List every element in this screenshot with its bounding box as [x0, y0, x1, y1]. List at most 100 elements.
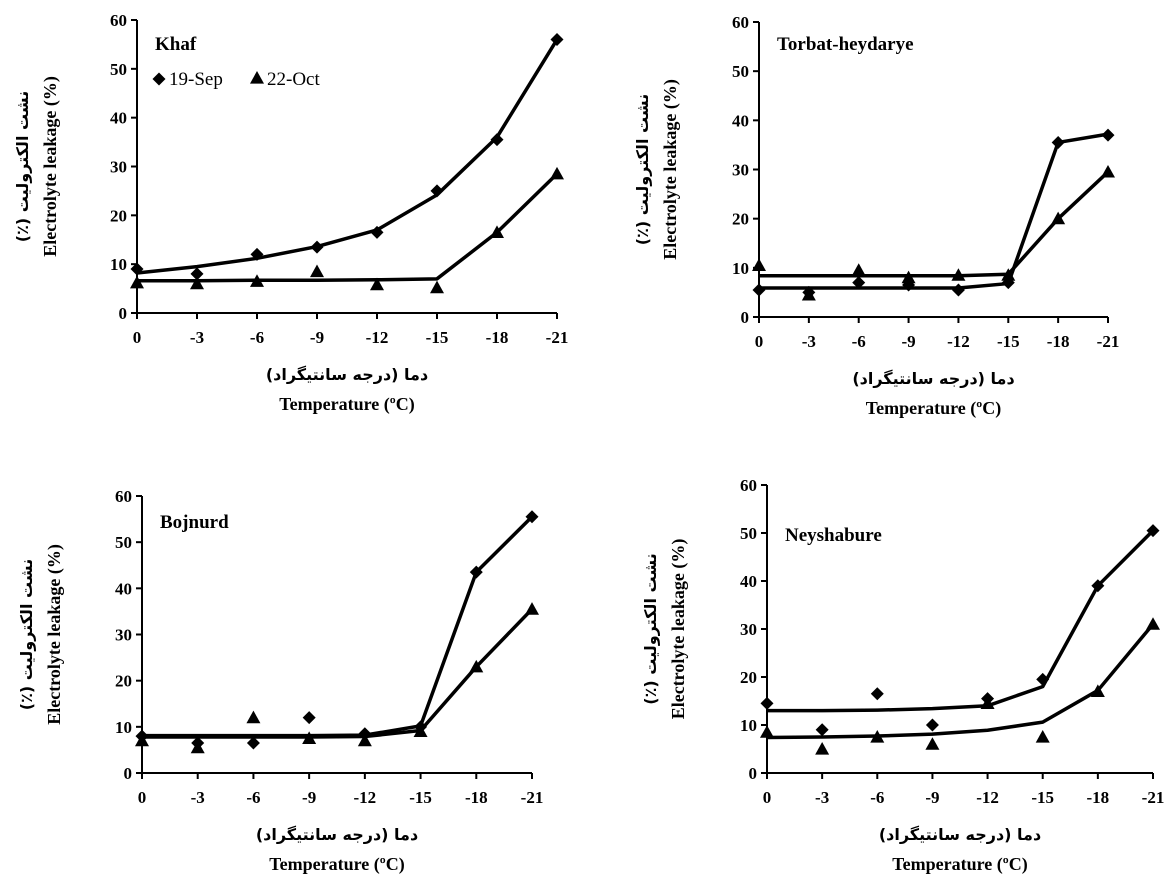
legend-marker-triangle	[250, 71, 264, 84]
y-tick-label: 60	[740, 476, 757, 495]
panel-title: Neyshabure	[785, 525, 882, 546]
data-point-22-Oct	[525, 602, 539, 615]
x-tick-label: -18	[486, 328, 509, 347]
data-point-19-Sep	[469, 565, 483, 579]
data-point-19-Sep	[310, 240, 324, 254]
data-point-19-Sep	[130, 262, 144, 276]
fit-line-22-Oct	[766, 623, 1155, 740]
x-tick-label: -21	[546, 328, 569, 347]
fit-line-19-Sep	[136, 38, 559, 275]
x-tick-label: 0	[755, 332, 764, 351]
data-point-22-Oct	[135, 733, 149, 747]
data-point-22-Oct	[980, 696, 995, 709]
data-point-22-Oct	[1146, 617, 1160, 630]
y-axis-label-en: Electrolyte leakage (%)	[40, 76, 61, 257]
x-axis-label-fa: دما (درجه سانتیگراد)	[266, 365, 428, 384]
y-tick-label: 30	[110, 158, 127, 177]
chart-panel-1: 0 10 20 30 40 50 60 0 -3 -6 -9 -12 -15 -18 -21 Khaf دما …	[13, 11, 568, 415]
x-tick-label: -9	[925, 788, 939, 807]
fit-line-22-Oct	[759, 170, 1110, 278]
x-tick-label: -15	[426, 328, 449, 347]
y-axis-label-en: Electrolyte leakage (%)	[44, 544, 65, 725]
data-point-22-Oct	[246, 710, 261, 724]
y-axis-label-fa: نشت الکترولیت (٪)	[641, 553, 660, 704]
x-tick-label: -12	[976, 788, 999, 807]
x-axis-label-fa: دما (درجه سانتیگراد)	[256, 825, 418, 844]
y-axis-label-fa: نشت الکترولیت (٪)	[633, 94, 652, 245]
y-tick-label: 10	[732, 259, 749, 278]
x-tick-label: -6	[852, 332, 866, 351]
x-axis-label-en: Temperature (ºC)	[892, 854, 1027, 875]
y-axis-label-en: Electrolyte leakage (%)	[660, 79, 681, 260]
y-axis-label-en: Electrolyte leakage (%)	[668, 539, 689, 720]
fit-line-22-Oct	[137, 172, 559, 283]
data-point-22-Oct	[801, 287, 816, 301]
y-tick-label: 10	[115, 718, 132, 737]
data-point-22-Oct	[951, 268, 966, 281]
data-point-19-Sep	[190, 267, 204, 281]
x-tick-label: -6	[250, 328, 264, 347]
x-tick-label: -3	[802, 332, 816, 351]
data-point-22-Oct	[413, 724, 428, 738]
fit-line-19-Sep	[142, 515, 534, 738]
x-axis-label-fa: دما (درجه سانتیگراد)	[852, 369, 1014, 388]
x-tick-label: -3	[815, 788, 829, 807]
data-point-22-Oct	[1035, 730, 1050, 743]
data-point-22-Oct	[430, 280, 444, 294]
data-point-19-Sep	[870, 687, 884, 701]
data-point-22-Oct	[357, 733, 372, 747]
y-tick-label: 50	[740, 524, 757, 543]
data-point-22-Oct	[190, 276, 204, 290]
x-tick-label: -21	[1097, 332, 1120, 351]
legend-marker-diamond	[152, 72, 166, 86]
y-tick-label: 30	[732, 161, 749, 180]
x-tick-label: -9	[901, 332, 915, 351]
x-tick-label: -15	[409, 788, 432, 807]
fit-line-19-Sep	[767, 529, 1155, 713]
y-tick-label: 50	[110, 60, 127, 79]
x-tick-label: 0	[133, 328, 142, 347]
x-axis-label-en: Temperature (ºC)	[866, 398, 1001, 419]
fit-line-22-Oct	[142, 607, 534, 739]
y-tick-label: 50	[115, 533, 132, 552]
y-tick-label: 40	[732, 111, 749, 130]
data-point-22-Oct	[925, 737, 940, 750]
fit-line-19-Sep	[759, 132, 1109, 290]
data-point-22-Oct	[815, 742, 830, 755]
data-point-22-Oct	[1001, 268, 1016, 281]
data-point-19-Sep	[246, 736, 260, 750]
y-tick-label: 0	[119, 304, 128, 323]
data-point-22-Oct	[851, 263, 866, 276]
y-axis-label-fa: نشت الکترولیت (٪)	[17, 559, 36, 710]
data-point-19-Sep	[815, 723, 829, 737]
x-tick-label: -9	[302, 788, 316, 807]
data-point-19-Sep	[490, 133, 504, 147]
y-tick-label: 50	[732, 62, 749, 81]
x-tick-label: -12	[366, 328, 389, 347]
panel-title: Bojnurd	[160, 512, 229, 533]
chart-panel-4: 0 10 20 30 40 50 60 0 -3 -6 -9 -12 -15 -18 -21 Neyshabu…	[641, 476, 1164, 875]
y-tick-label: 0	[741, 308, 750, 327]
x-tick-label: -6	[246, 788, 260, 807]
x-tick-label: -15	[997, 332, 1020, 351]
data-point-22-Oct	[190, 740, 205, 754]
data-point-22-Oct	[901, 270, 916, 284]
y-tick-label: 0	[124, 764, 133, 783]
data-point-19-Sep	[852, 276, 866, 290]
x-axis-label-en: Temperature (ºC)	[269, 854, 404, 875]
data-point-19-Sep	[752, 283, 766, 297]
y-tick-label: 10	[740, 716, 757, 735]
x-axis-label-fa: دما (درجه سانتیگراد)	[879, 825, 1041, 844]
data-point-22-Oct	[1090, 684, 1105, 697]
x-tick-label: 0	[763, 788, 772, 807]
x-tick-label: -3	[191, 788, 205, 807]
data-point-19-Sep	[1091, 579, 1105, 593]
data-point-19-Sep	[1101, 128, 1115, 142]
data-point-19-Sep	[550, 33, 564, 47]
data-point-22-Oct	[370, 277, 384, 291]
data-point-19-Sep	[760, 696, 774, 710]
data-point-22-Oct	[302, 731, 317, 744]
y-tick-label: 10	[110, 255, 127, 274]
x-tick-label: -18	[1047, 332, 1070, 351]
x-tick-label: -18	[465, 788, 488, 807]
